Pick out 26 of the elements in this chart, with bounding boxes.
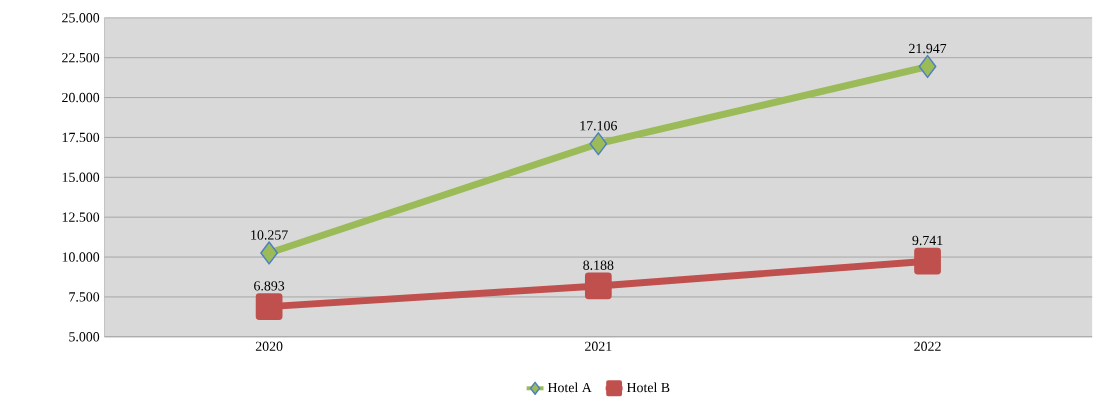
y-tick-label: 22.500 (62, 52, 100, 63)
y-tick-label: 7.500 (69, 292, 100, 302)
y-tick-label: 15.000 (62, 172, 100, 182)
x-tick-label: 2020 (255, 341, 283, 351)
point (914, 247, 941, 275)
legend-label: Hotel A (547, 382, 592, 393)
y-tick-label: 10.000 (62, 252, 100, 262)
x-tick-label: 2021 (585, 341, 612, 351)
y-tick-label: 20.000 (62, 92, 100, 103)
data-label: 17.106 (580, 120, 617, 131)
data-label: 21.947 (909, 43, 947, 54)
legend-label: Hotel B (626, 382, 670, 393)
point (584, 272, 612, 300)
point (260, 241, 279, 265)
y-tick-label: 5.000 (69, 332, 100, 342)
y-tick-label: 17.500 (62, 132, 100, 143)
y-tick-label: 12.500 (62, 212, 100, 222)
y-tick-label: 25.000 (62, 13, 100, 23)
point (255, 293, 283, 320)
data-label: 8.188 (583, 260, 614, 270)
data-label: 10.257 (251, 230, 288, 240)
point (918, 54, 937, 79)
data-label: 6.893 (254, 281, 285, 291)
x-tick-label: 2022 (914, 341, 941, 351)
data-label: 9.741 (912, 235, 943, 246)
point (589, 132, 608, 156)
